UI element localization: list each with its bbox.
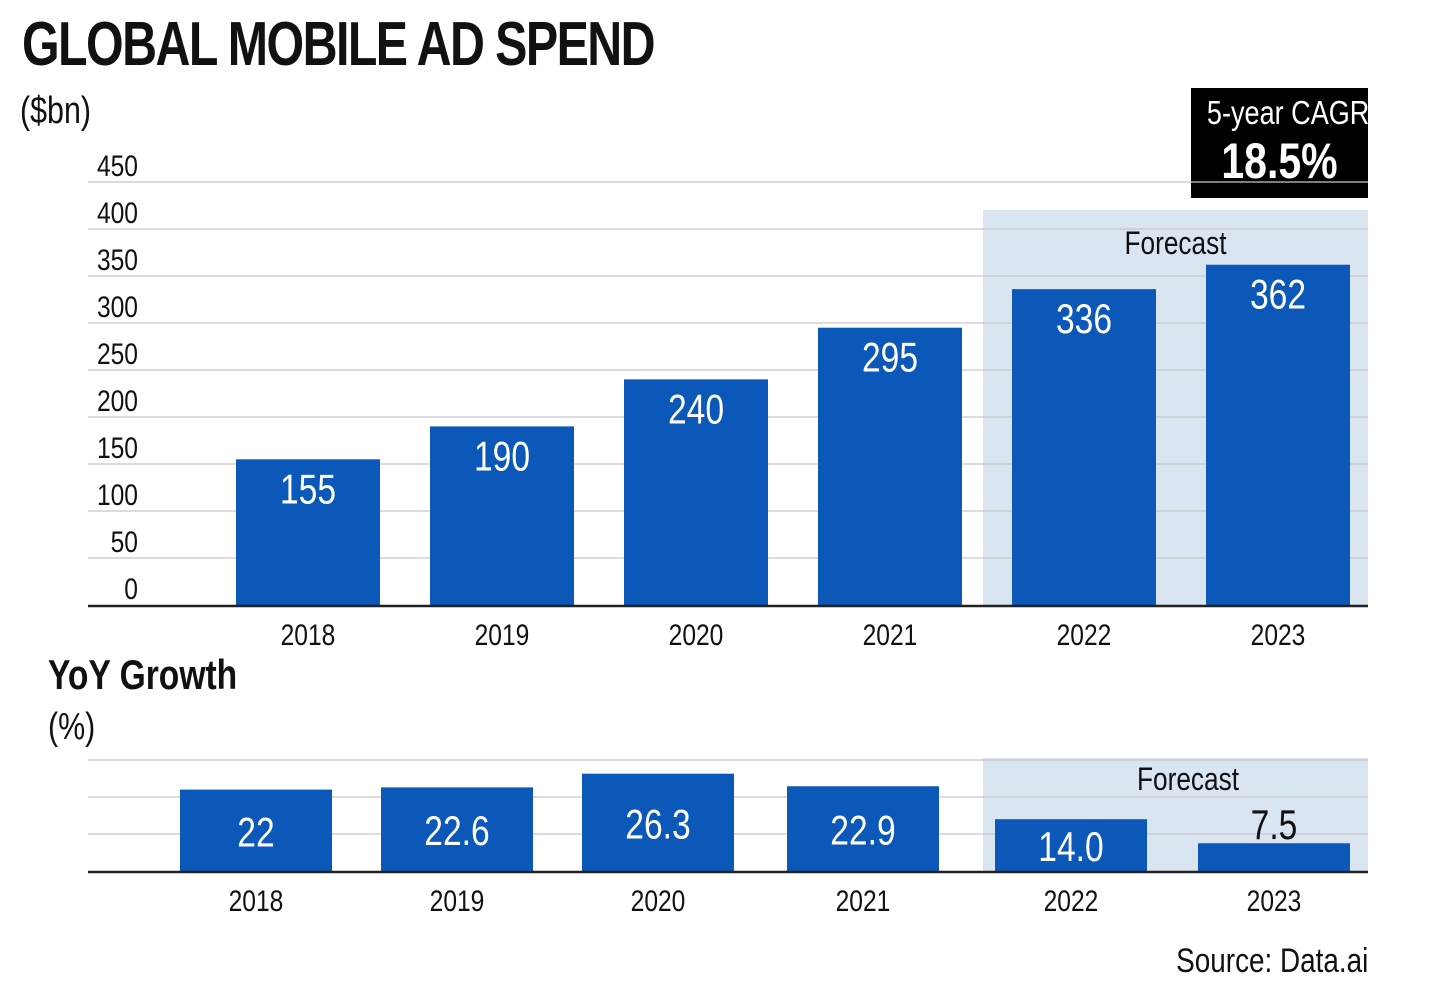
x-tick-label: 2022: [1044, 884, 1099, 918]
x-tick-label: 2020: [669, 618, 724, 652]
cagr-box: 5-year CAGR 18.5%: [1191, 88, 1370, 198]
y-tick-label: 450: [97, 149, 138, 183]
bar-2022: [1012, 289, 1156, 605]
bar-2022: [995, 819, 1147, 871]
bar-2023: [1206, 264, 1350, 605]
bar-2021: [787, 786, 939, 871]
y-tick-label: 100: [97, 478, 138, 512]
forecast-label: Forecast: [1137, 763, 1239, 798]
x-tick-label: 2020: [631, 884, 686, 918]
main-chart-unit: ($bn): [20, 90, 91, 132]
data-label: 22: [237, 810, 274, 856]
bar-2020: [624, 379, 768, 605]
cagr-value: 18.5%: [1221, 133, 1338, 189]
source-note: Source: Data.ai: [1175, 942, 1368, 980]
x-tick-label: 2018: [281, 618, 336, 652]
data-label: 14.0: [1038, 825, 1103, 871]
bar-2018: [236, 459, 380, 605]
y-tick-label: 150: [97, 431, 138, 465]
y-tick-label: 250: [97, 337, 138, 371]
x-tick-label: 2023: [1251, 618, 1306, 652]
growth-chart-unit: (%): [48, 706, 96, 748]
x-tick-label: 2019: [430, 884, 485, 918]
data-label: 26.3: [625, 802, 690, 848]
bar-2021: [818, 327, 962, 605]
data-label: 336: [1056, 297, 1112, 343]
data-label: 362: [1250, 272, 1306, 318]
y-tick-label: 200: [97, 384, 138, 418]
bar-2020: [582, 773, 734, 871]
data-label: 190: [474, 434, 530, 480]
data-label: 295: [862, 335, 918, 381]
x-tick-label: 2018: [229, 884, 284, 918]
chart-title: GLOBAL MOBILE AD SPEND: [22, 10, 656, 79]
x-tick-label: 2019: [475, 618, 530, 652]
y-tick-label: 300: [97, 290, 138, 324]
y-tick-label: 400: [97, 196, 138, 230]
data-label: 22.9: [830, 808, 895, 854]
data-label: 22.6: [424, 809, 489, 855]
y-tick-label: 350: [97, 243, 138, 277]
bar-2019: [430, 426, 574, 605]
bar-2019: [381, 787, 533, 871]
x-tick-label: 2023: [1247, 884, 1302, 918]
data-label: 155: [280, 467, 336, 513]
growth-chart-title: YoY Growth: [48, 651, 238, 698]
y-tick-label: 0: [124, 572, 138, 606]
data-label: 7.5: [1251, 803, 1298, 849]
main-bar-chart: Forecast 0 50 100 150 200 250 300 350 400 450 155 20…: [88, 149, 1368, 652]
x-tick-label: 2022: [1057, 618, 1112, 652]
bar-2023: [1198, 843, 1350, 871]
forecast-label: Forecast: [1124, 227, 1226, 262]
bar-2018: [180, 789, 332, 871]
x-tick-label: 2021: [836, 884, 891, 918]
x-tick-label: 2021: [863, 618, 918, 652]
y-tick-label: 50: [111, 525, 138, 559]
data-label: 240: [668, 387, 724, 433]
cagr-label: 5-year CAGR: [1206, 94, 1370, 131]
